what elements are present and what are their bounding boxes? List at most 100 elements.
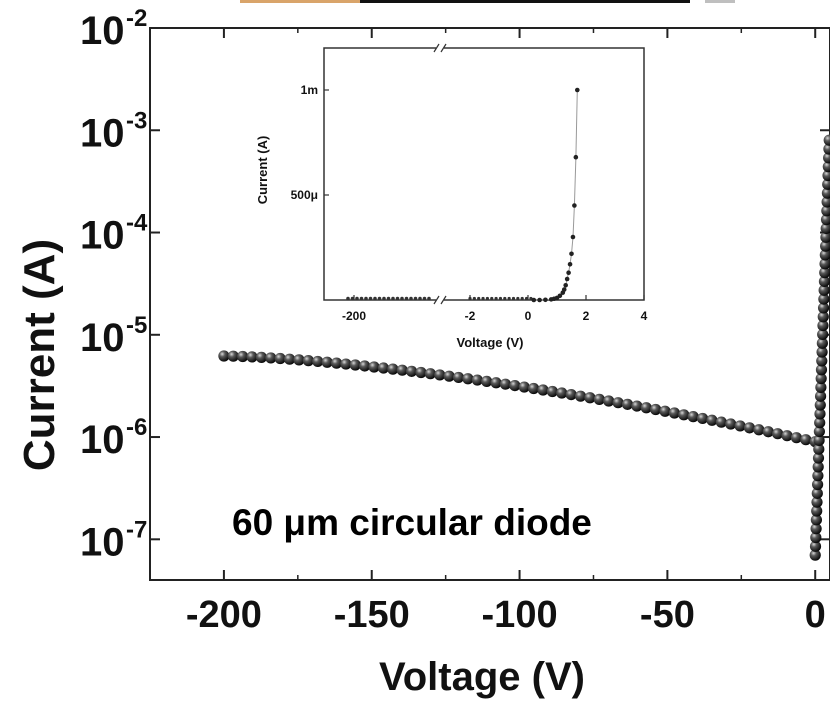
data-point (820, 214, 830, 226)
data-point (274, 352, 286, 365)
inset-data-point (575, 87, 580, 93)
data-point (817, 311, 829, 323)
data-point (368, 361, 380, 373)
data-point (820, 222, 830, 235)
data-point (499, 378, 512, 390)
inset-data-point (503, 296, 507, 301)
data-point (518, 381, 530, 393)
data-point (377, 362, 390, 374)
data-point (810, 514, 823, 526)
y-tick-exponent: -3 (126, 107, 147, 134)
y-axis-title: Current (A) (15, 239, 64, 471)
data-point (790, 432, 803, 444)
data-point (815, 364, 828, 376)
top-strip (240, 0, 735, 3)
data-point (668, 407, 681, 419)
series-forward-bias (809, 134, 830, 561)
data-point (340, 358, 352, 370)
y-tick-label: 10 (80, 316, 125, 360)
data-point (818, 284, 830, 296)
data-point (819, 267, 830, 279)
data-point (678, 409, 690, 421)
data-point (815, 372, 827, 385)
inset-data-point (422, 296, 427, 301)
data-point (823, 152, 830, 164)
data-point (811, 505, 823, 517)
inset-data-point (572, 203, 577, 208)
inset-data-point (373, 296, 377, 301)
data-point (687, 411, 699, 423)
data-point (812, 461, 824, 473)
data-point (822, 178, 830, 190)
data-point (443, 370, 455, 382)
data-point (743, 422, 756, 434)
y-tick-labels: 10-710-610-510-410-310-2 (80, 5, 148, 564)
data-point (812, 478, 824, 491)
data-point (621, 398, 634, 410)
inset-data-point (368, 296, 373, 301)
inset-data-point (511, 296, 516, 301)
y-tick-label: 10 (80, 418, 125, 462)
data-point (481, 375, 493, 388)
inset-data-point (569, 251, 574, 257)
data-point (822, 169, 830, 182)
y-tick-exponent: -6 (126, 414, 147, 441)
data-point (565, 388, 577, 401)
y-tick-exponent: -5 (126, 312, 147, 339)
inset-data-point (377, 296, 382, 301)
data-point (490, 377, 502, 389)
inset-data-point (355, 296, 359, 301)
data-point (811, 496, 823, 508)
data-point (814, 390, 827, 402)
data-point (821, 196, 830, 208)
data-point (781, 430, 793, 442)
data-point (237, 350, 249, 363)
data-point (593, 393, 605, 405)
data-point (574, 390, 587, 402)
inset-x-axis-title: Voltage (V) (457, 335, 524, 350)
data-point (321, 356, 333, 368)
data-point (359, 360, 371, 372)
data-point (387, 363, 399, 375)
data-point (821, 187, 830, 199)
inset-x-tick-label: -2 (465, 309, 476, 323)
data-point (813, 443, 825, 455)
axis-break-mark (433, 43, 440, 53)
x-tick-labels: -200 -150 -100 -50 0 (186, 594, 826, 636)
data-point (528, 382, 540, 395)
data-point (823, 134, 830, 146)
inset-data-point (507, 296, 511, 301)
inset-data-point (364, 296, 368, 301)
data-point (809, 540, 822, 552)
inset-data-point (477, 296, 481, 301)
data-point (706, 414, 718, 426)
inset-y-tick-label: 500μ (291, 188, 318, 202)
data-point (640, 402, 652, 414)
x-tick-label: -50 (640, 594, 695, 636)
data-point (814, 399, 826, 411)
data-point (284, 353, 296, 365)
inset-data-point (537, 297, 542, 303)
inset-data-point (531, 297, 537, 303)
data-point (817, 319, 829, 332)
y-tick-exponent: -2 (126, 5, 147, 32)
data-point (810, 523, 822, 535)
data-point (813, 434, 825, 446)
x-axis-title: Voltage (V) (379, 655, 585, 699)
data-point (650, 403, 662, 416)
data-point (349, 359, 361, 371)
data-point (820, 240, 830, 252)
data-point (293, 354, 305, 366)
x-tick-label: -100 (482, 594, 558, 636)
data-point (471, 374, 483, 386)
data-point (218, 350, 230, 362)
y-tick-label: 10 (80, 214, 125, 258)
inset-data-point (468, 296, 472, 301)
data-point (631, 400, 643, 412)
data-point (816, 355, 828, 367)
data-point (818, 275, 830, 288)
data-point (246, 351, 258, 363)
data-point (818, 293, 830, 305)
inset-data-point (543, 297, 548, 303)
data-point (415, 366, 427, 379)
